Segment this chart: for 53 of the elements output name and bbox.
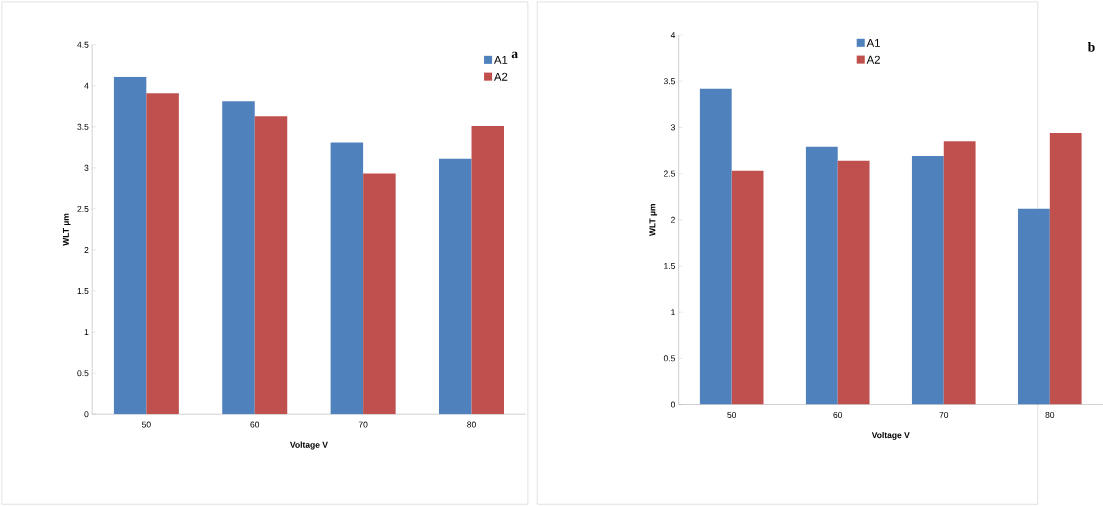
y-tick-label: 0.5 <box>663 355 675 362</box>
bar <box>943 141 976 405</box>
y-tick-label: 1.5 <box>664 262 675 269</box>
bar <box>1049 132 1082 405</box>
bar <box>837 160 870 405</box>
bar <box>1017 208 1050 405</box>
bar <box>254 116 288 415</box>
bar <box>439 158 472 415</box>
x-tick-label: 50 <box>141 421 151 428</box>
y-tick-label: 3.5 <box>663 78 675 85</box>
y-axis-title: WLT µm <box>649 203 658 236</box>
bar <box>471 125 505 415</box>
x-tick-label: 80 <box>1045 411 1055 418</box>
y-tick-label: 3 <box>670 124 675 131</box>
x-axis-title: Voltage V <box>871 431 910 440</box>
y-tick-label: 0.5 <box>77 370 89 377</box>
y-tick-label: 4 <box>84 82 89 89</box>
legend-label: A2 <box>866 55 880 64</box>
bar <box>731 170 764 405</box>
y-tick-label: 0 <box>670 401 675 408</box>
bar <box>146 93 179 415</box>
y-tick-label: 4 <box>670 32 676 38</box>
legend-label: A2 <box>494 72 508 81</box>
y-tick-label: 1 <box>84 329 89 335</box>
x-tick-label: 70 <box>358 421 368 428</box>
x-tick-label: 50 <box>727 411 737 418</box>
x-axis-title: Voltage V <box>289 441 328 450</box>
bar <box>805 146 838 405</box>
y-tick-label: 3 <box>84 164 89 171</box>
annotation: b <box>1087 42 1095 52</box>
y-tick-label: 3.5 <box>77 123 89 130</box>
y-tick-label: 4.5 <box>77 41 89 48</box>
bar <box>911 155 944 405</box>
y-tick-label: 2.5 <box>77 205 89 212</box>
y-tick-label: 2.5 <box>663 170 675 177</box>
bar <box>699 88 732 405</box>
y-tick-label: 2 <box>84 246 89 253</box>
annotation: a <box>511 51 518 59</box>
x-tick-label: 60 <box>833 411 843 418</box>
bar <box>113 76 147 415</box>
legend-label: A1 <box>866 38 880 47</box>
y-tick-label: 1 <box>671 309 675 316</box>
x-tick-label: 80 <box>467 421 476 428</box>
bar <box>330 142 364 415</box>
bar <box>363 173 396 415</box>
x-tick-label: 60 <box>250 421 260 428</box>
y-tick-label: 2 <box>671 216 675 223</box>
y-tick-label: 0 <box>84 411 89 418</box>
bar <box>222 101 255 415</box>
x-tick-label: 70 <box>939 411 949 418</box>
y-tick-label: 1.5 <box>77 287 89 294</box>
y-axis-title: WLT µm <box>62 213 71 246</box>
legend-label: A1 <box>494 55 508 64</box>
